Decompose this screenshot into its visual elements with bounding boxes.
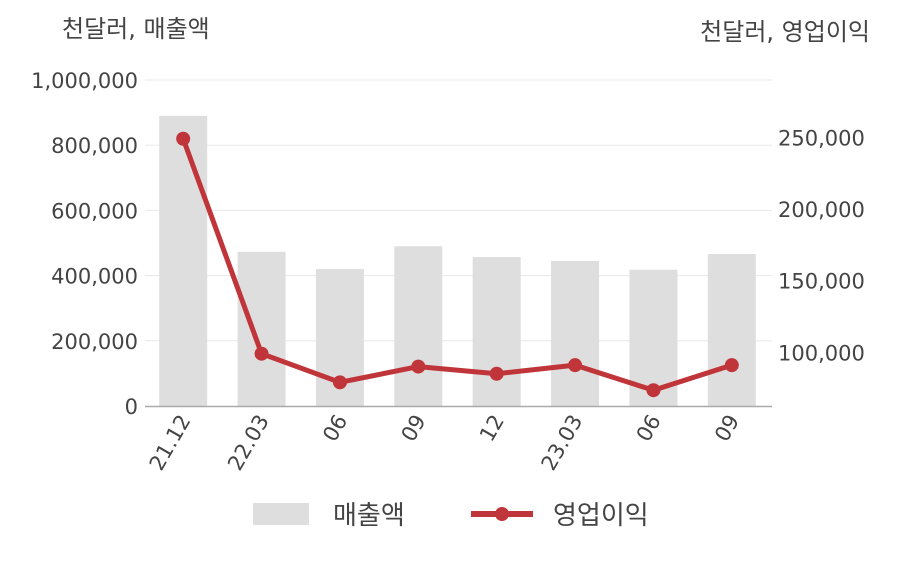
x-tick-label: 09	[396, 411, 430, 446]
x-axis-ticks: 21.12 22.03 06 09 12 23.03 06 09	[145, 411, 744, 475]
legend: 매출액 영업이익	[253, 501, 649, 531]
profit-point	[489, 366, 504, 381]
right-tick-label: 200,000	[778, 198, 865, 222]
right-tick-label: 250,000	[778, 126, 865, 150]
operating-profit-line	[176, 131, 739, 398]
left-tick-label: 0	[125, 395, 138, 419]
legend-profit-marker	[495, 507, 509, 521]
left-tick-label: 200,000	[51, 330, 138, 354]
revenue-bar	[159, 115, 208, 407]
left-tick-label: 800,000	[51, 134, 138, 158]
revenue-bar	[707, 254, 756, 406]
profit-point	[254, 346, 269, 361]
legend-revenue-swatch	[253, 503, 309, 525]
profit-series-line	[180, 136, 735, 393]
revenue-bar	[394, 246, 443, 406]
left-axis-ticks: 0 200,000 400,000 600,000 800,000 1,000,000	[31, 69, 138, 419]
right-axis-ticks: 100,000 150,000 200,000 250,000	[778, 126, 865, 365]
legend-revenue-label: 매출액	[333, 501, 405, 531]
profit-point	[411, 359, 426, 374]
right-tick-label: 150,000	[778, 270, 865, 294]
profit-point	[646, 383, 661, 398]
revenue-bar	[551, 260, 600, 406]
legend-profit-label: 영업이익	[553, 501, 649, 531]
left-tick-label: 1,000,000	[31, 69, 138, 93]
right-tick-label: 100,000	[778, 341, 865, 365]
revenue-bar	[237, 251, 286, 406]
x-tick-label: 06	[318, 411, 352, 446]
left-tick-label: 600,000	[51, 199, 138, 223]
x-tick-label: 22.03	[223, 411, 274, 475]
profit-point	[568, 358, 583, 373]
profit-point	[332, 375, 347, 390]
revenue-bars	[159, 115, 756, 407]
x-tick-label: 21.12	[145, 411, 196, 475]
profit-point	[176, 131, 191, 146]
left-axis-unit-label: 천달러, 매출액	[62, 15, 210, 43]
right-axis-unit-label: 천달러, 영업이익	[700, 18, 870, 46]
x-tick-label: 06	[632, 411, 666, 446]
revenue-bar	[472, 257, 521, 406]
x-tick-label: 12	[475, 411, 509, 446]
x-tick-label: 09	[710, 411, 744, 446]
profit-point	[724, 358, 739, 373]
x-tick-label: 23.03	[537, 411, 588, 475]
left-tick-label: 400,000	[51, 265, 138, 289]
